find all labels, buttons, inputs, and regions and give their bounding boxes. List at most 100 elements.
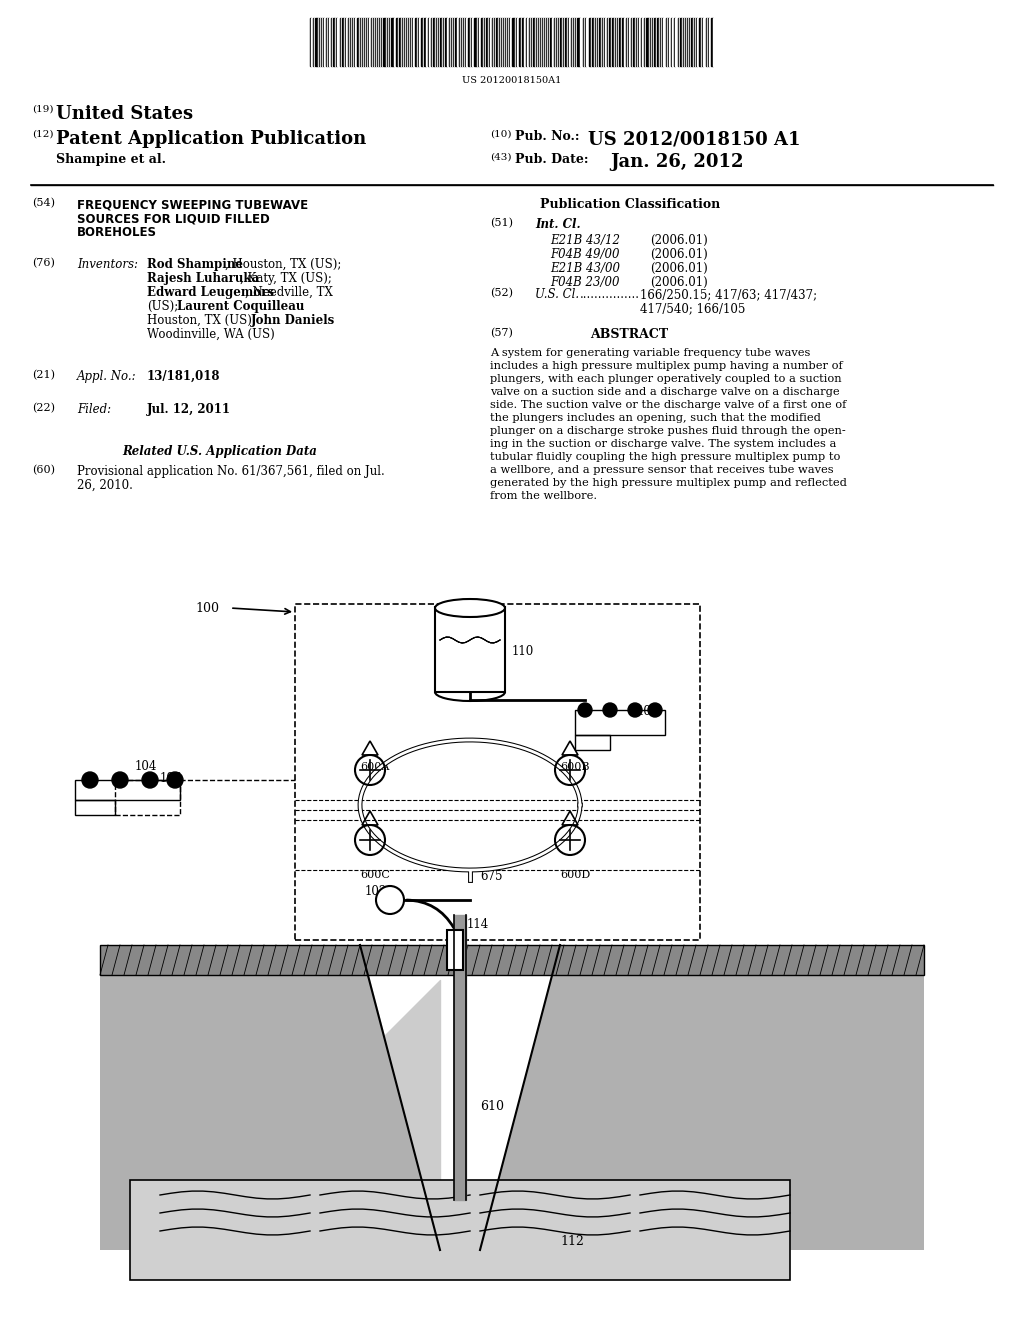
Text: (2006.01): (2006.01) xyxy=(650,234,708,247)
Text: (54): (54) xyxy=(32,198,55,209)
Bar xyxy=(479,18,481,66)
Bar xyxy=(663,18,666,66)
Text: (57): (57) xyxy=(490,327,513,338)
Bar xyxy=(703,18,706,66)
Bar xyxy=(527,18,529,66)
Bar xyxy=(691,18,693,66)
Bar xyxy=(490,18,492,66)
Circle shape xyxy=(82,772,98,788)
Text: 106: 106 xyxy=(160,772,182,785)
Bar xyxy=(709,18,711,66)
Text: plungers, with each plunger operatively coupled to a suction: plungers, with each plunger operatively … xyxy=(490,374,842,384)
Bar xyxy=(472,18,474,66)
Bar xyxy=(592,18,594,66)
Circle shape xyxy=(142,772,158,788)
Text: Appl. No.:: Appl. No.: xyxy=(77,370,136,383)
Bar xyxy=(440,18,442,66)
Bar xyxy=(455,18,457,66)
Text: 110: 110 xyxy=(512,645,535,657)
Bar xyxy=(560,18,562,66)
Text: (2006.01): (2006.01) xyxy=(650,276,708,289)
Polygon shape xyxy=(100,945,440,1250)
Text: 104: 104 xyxy=(135,760,158,774)
Text: includes a high pressure multiplex pump having a number of: includes a high pressure multiplex pump … xyxy=(490,360,843,371)
Bar xyxy=(586,18,589,66)
Bar xyxy=(413,18,415,66)
Text: 166/250.15; 417/63; 417/437;: 166/250.15; 417/63; 417/437; xyxy=(640,288,817,301)
Text: Rod Shampine: Rod Shampine xyxy=(147,257,243,271)
Bar xyxy=(391,18,394,66)
Bar xyxy=(311,18,313,66)
Bar xyxy=(552,18,554,66)
Bar xyxy=(337,18,340,66)
Bar xyxy=(130,1180,790,1280)
Circle shape xyxy=(648,704,662,717)
Bar xyxy=(654,18,656,66)
Bar xyxy=(315,18,318,66)
Bar xyxy=(646,18,649,66)
Text: 600A: 600A xyxy=(360,762,389,772)
Text: (US);: (US); xyxy=(147,300,178,313)
Text: U.S. Cl.: U.S. Cl. xyxy=(535,288,580,301)
Bar xyxy=(346,18,348,66)
Bar xyxy=(642,18,644,66)
Bar xyxy=(711,18,713,66)
Text: US 2012/0018150 A1: US 2012/0018150 A1 xyxy=(588,129,801,148)
Bar xyxy=(342,18,344,66)
Bar xyxy=(355,18,357,66)
Bar xyxy=(622,18,624,66)
Bar xyxy=(445,18,447,66)
Text: generated by the high pressure multiplex pump and reflected: generated by the high pressure multiplex… xyxy=(490,478,847,488)
Bar xyxy=(510,18,512,66)
Bar xyxy=(550,18,552,66)
Bar xyxy=(324,18,326,66)
Bar xyxy=(486,18,488,66)
Text: , Houston, TX (US);: , Houston, TX (US); xyxy=(225,257,341,271)
Bar xyxy=(447,931,463,970)
Bar xyxy=(512,18,515,66)
Bar xyxy=(100,945,924,975)
Text: Int. Cl.: Int. Cl. xyxy=(535,218,581,231)
Text: Jul. 12, 2011: Jul. 12, 2011 xyxy=(147,403,231,416)
Text: 610: 610 xyxy=(480,1100,504,1113)
Text: SOURCES FOR LIQUID FILLED: SOURCES FOR LIQUID FILLED xyxy=(77,213,269,224)
Text: 417/540; 166/105: 417/540; 166/105 xyxy=(640,302,745,315)
Text: ing in the suction or discharge valve. The system includes a: ing in the suction or discharge valve. T… xyxy=(490,440,837,449)
Bar xyxy=(75,800,115,814)
Bar xyxy=(333,18,335,66)
Bar xyxy=(295,605,700,940)
Text: the plungers includes an opening, such that the modified: the plungers includes an opening, such t… xyxy=(490,413,821,422)
Text: Provisional application No. 61/367,561, filed on Jul.: Provisional application No. 61/367,561, … xyxy=(77,465,385,478)
Bar xyxy=(624,18,626,66)
Text: E21B 43/00: E21B 43/00 xyxy=(550,261,620,275)
Text: Pub. No.:: Pub. No.: xyxy=(515,129,580,143)
Text: 26, 2010.: 26, 2010. xyxy=(77,479,133,492)
Bar xyxy=(415,18,417,66)
Bar xyxy=(575,735,610,750)
Bar xyxy=(580,18,583,66)
Bar xyxy=(115,780,180,814)
Text: Publication Classification: Publication Classification xyxy=(540,198,720,211)
Text: FREQUENCY SWEEPING TUBEWAVE: FREQUENCY SWEEPING TUBEWAVE xyxy=(77,198,308,211)
Bar xyxy=(639,18,641,66)
Text: (76): (76) xyxy=(32,257,55,268)
Bar xyxy=(435,607,505,692)
Text: Filed:: Filed: xyxy=(77,403,112,416)
Bar xyxy=(697,18,699,66)
Text: plunger on a discharge stroke pushes fluid through the open-: plunger on a discharge stroke pushes flu… xyxy=(490,426,846,436)
Text: side. The suction valve or the discharge valve of a first one of: side. The suction valve or the discharge… xyxy=(490,400,847,411)
Text: valve on a suction side and a discharge valve on a discharge: valve on a suction side and a discharge … xyxy=(490,387,840,397)
Bar xyxy=(447,18,449,66)
Bar xyxy=(496,18,498,66)
Text: 112: 112 xyxy=(560,1236,584,1247)
Bar xyxy=(466,18,468,66)
Bar xyxy=(522,18,524,66)
Text: Woodinville, WA (US): Woodinville, WA (US) xyxy=(147,327,274,341)
Text: a wellbore, and a pressure sensor that receives tube waves: a wellbore, and a pressure sensor that r… xyxy=(490,465,834,475)
Bar xyxy=(419,18,421,66)
Bar xyxy=(618,18,621,66)
Text: 675: 675 xyxy=(480,870,503,883)
Bar xyxy=(457,18,459,66)
Text: P: P xyxy=(385,904,392,913)
Bar xyxy=(599,18,601,66)
